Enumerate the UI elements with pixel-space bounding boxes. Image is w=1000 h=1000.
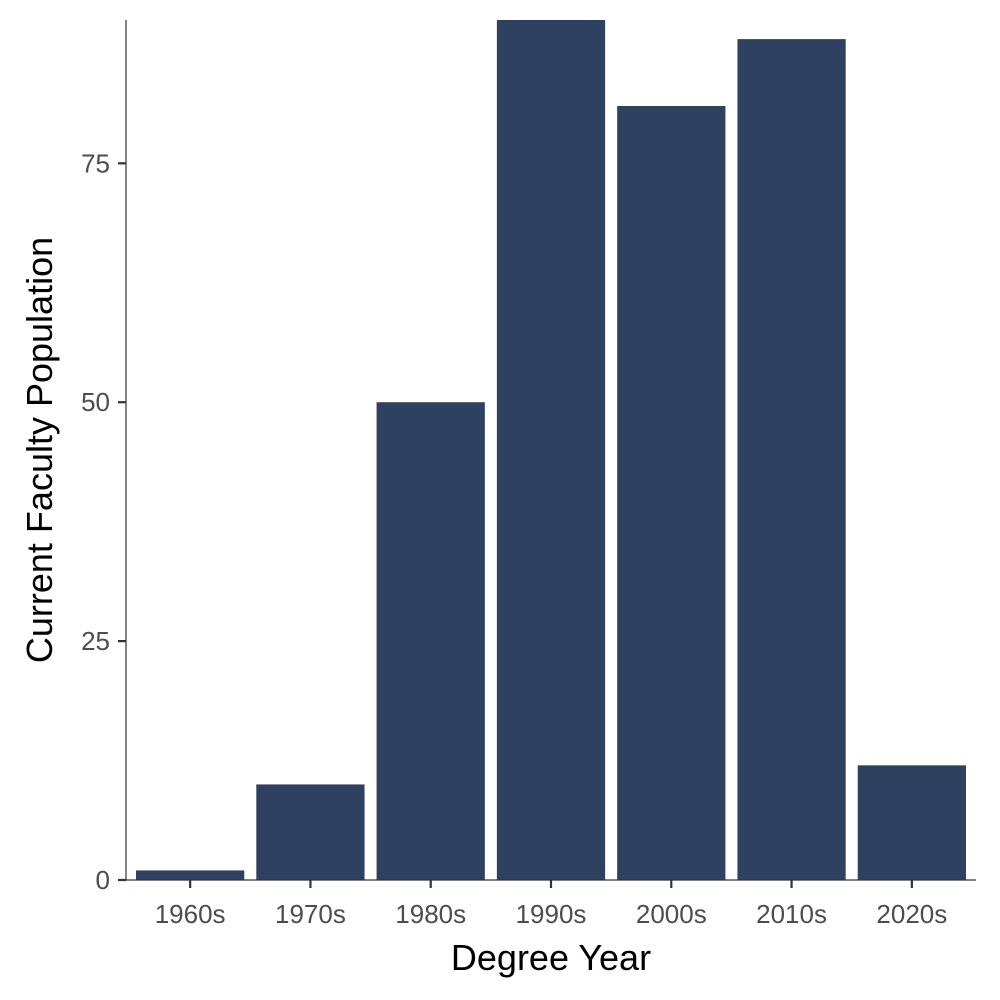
bar-1970s bbox=[256, 784, 365, 880]
x-tick-label: 1990s bbox=[516, 899, 587, 929]
x-tick-label: 1980s bbox=[395, 899, 466, 929]
bar-2000s bbox=[617, 106, 726, 880]
y-tick-label: 25 bbox=[81, 626, 110, 656]
x-tick-label: 2020s bbox=[876, 899, 947, 929]
bars-group bbox=[136, 20, 966, 881]
bar-1960s bbox=[136, 870, 245, 880]
y-axis-ticks: 0 25 50 75 bbox=[81, 148, 126, 895]
x-tick-label: 1970s bbox=[275, 899, 346, 929]
x-tick-label: 2010s bbox=[756, 899, 827, 929]
bar-1990s bbox=[496, 20, 606, 880]
x-axis-title: Degree Year bbox=[451, 937, 651, 978]
y-tick-label: 75 bbox=[81, 148, 110, 178]
bar-2010s bbox=[737, 39, 846, 881]
x-tick-label: 2000s bbox=[636, 899, 707, 929]
bar-2020s bbox=[857, 765, 966, 880]
y-tick-label: 0 bbox=[96, 865, 110, 895]
x-axis-ticks: 1960s 1970s 1980s 1990s 2000s 2010s 2020s bbox=[155, 880, 947, 929]
y-axis-title: Current Faculty Population bbox=[19, 237, 60, 663]
y-tick-label: 50 bbox=[81, 387, 110, 417]
x-tick-label: 1960s bbox=[155, 899, 226, 929]
bar-1980s bbox=[376, 402, 485, 880]
